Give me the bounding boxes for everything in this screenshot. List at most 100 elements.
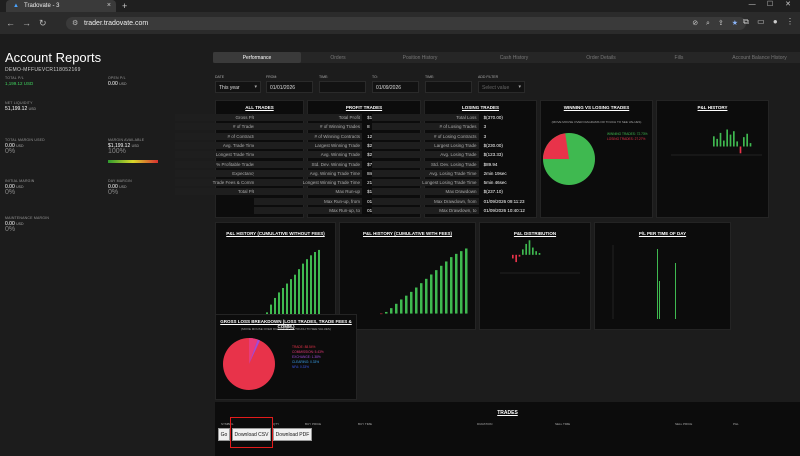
chart-bar: [278, 292, 280, 319]
go-button[interactable]: Go: [218, 428, 230, 441]
chart-bar: [739, 146, 742, 154]
stat-label: # of Winning Contracts: [254, 132, 362, 140]
chart-bar: [522, 249, 524, 255]
chart-bar: [746, 133, 748, 147]
pie-slice-exchange[interactable]: [249, 339, 260, 365]
win-vs-lose-title: WINNING VS LOSING TRADES: [563, 105, 630, 110]
from-date-input[interactable]: 01/01/2026: [266, 81, 313, 93]
tab-performance[interactable]: Performance: [213, 52, 301, 63]
total-pl-value: 1,199.12 USD: [5, 81, 34, 86]
profile-icon[interactable]: ●: [772, 17, 778, 26]
eye-off-icon[interactable]: ⊘: [692, 20, 699, 27]
date-select[interactable]: This year ▾: [215, 81, 261, 93]
gross-loss-hint: (MOVE MOUSE OVER DIAGRAMS OR TOUCH TO SE…: [241, 327, 331, 331]
stat-row: Avg. Losing Trade $(123.33): [371, 151, 534, 159]
chart-bar: [749, 143, 752, 147]
zoom-icon[interactable]: ⌕: [706, 20, 710, 27]
stat-value: 5min 46sec: [483, 180, 507, 186]
col-pl[interactable]: P&L: [733, 422, 739, 426]
gross-loss-legend-item: COMMISSION: 5.43%: [292, 350, 324, 354]
to-time-input[interactable]: [425, 81, 472, 93]
chart-bar: [518, 254, 521, 257]
tab-fills[interactable]: Fills: [674, 55, 684, 61]
close-tab-icon[interactable]: ×: [106, 2, 111, 9]
stat-label: Longest Trade Time: [174, 151, 258, 159]
download-pdf-button[interactable]: Download PDF: [273, 428, 312, 441]
pie-slice-commission[interactable]: [249, 338, 258, 364]
tab-orders[interactable]: Orders: [330, 55, 346, 61]
total-margin-used-value: 0.00 USD: [5, 143, 24, 149]
gross-loss-legend-item: TRADE: 88.54%: [292, 345, 316, 349]
stat-label: Max Run-up, to: [254, 207, 362, 214]
add-filter-select[interactable]: Select value ▾: [478, 81, 525, 93]
close-window-icon[interactable]: ✕: [785, 1, 791, 8]
chart-bar: [719, 132, 722, 147]
col-buy-time[interactable]: BUY TIME: [358, 422, 373, 426]
col-duration[interactable]: DURATION: [477, 422, 493, 426]
chart-bar: [306, 259, 308, 319]
stat-value: $(237.10): [483, 189, 503, 195]
col-buy-price[interactable]: BUY PRICE: [305, 422, 322, 426]
gross-loss-pie[interactable]: [216, 315, 358, 401]
site-info-icon[interactable]: ⚙: [72, 20, 79, 27]
margin-available-label: MARGIN AVAILABLE: [108, 138, 145, 142]
download-csv-button[interactable]: Download CSV: [232, 428, 271, 441]
cum-with-fees-chart[interactable]: [340, 223, 477, 331]
browser-tabbar: ▲ Tradovate - 3 × + — ☐ ✕: [0, 0, 800, 12]
stat-value: 3: [483, 124, 487, 130]
to-date-input[interactable]: 01/09/2026: [372, 81, 419, 93]
col-symbol[interactable]: SYMBOL: [221, 422, 234, 426]
browser-toolbar: ← → ↻ ⚙ trader.tradovate.com ⊘ ⌕ ⇪ ★ ⧉ ▭…: [0, 12, 800, 34]
tab-cash-history[interactable]: Cash History: [499, 55, 529, 61]
address-bar[interactable]: ⚙ trader.tradovate.com ⊘ ⌕ ⇪ ★: [66, 17, 746, 30]
stat-label: # of Contracts: [174, 132, 258, 140]
stat-row: Longest Losing Trade Time 5min 46sec: [371, 179, 534, 187]
bookmark-star-icon[interactable]: ★: [731, 20, 738, 27]
window-controls: — ☐ ✕: [744, 0, 796, 8]
win-vs-lose-pie[interactable]: [541, 101, 654, 219]
chart-bar: [736, 141, 738, 147]
extensions-icon[interactable]: ⧉: [743, 17, 749, 26]
stat-label: # of Winning Trades: [254, 123, 362, 131]
from-time-input[interactable]: [319, 81, 366, 93]
chart-bar: [743, 137, 745, 147]
col-sell-time[interactable]: SELL TIME: [555, 422, 571, 426]
tab-account-balance-history[interactable]: Account Balance History: [732, 55, 787, 61]
cum-without-fees-chart[interactable]: [216, 223, 337, 331]
chart-bar: [294, 274, 296, 319]
pl-time-of-day-chart[interactable]: [595, 223, 732, 331]
chart-bar: [400, 299, 403, 314]
forward-icon[interactable]: →: [22, 18, 31, 28]
pl-history-chart[interactable]: [657, 101, 770, 219]
chart-bar: [515, 254, 517, 263]
sidebar-icon[interactable]: ▭: [757, 17, 765, 26]
stat-value: $(123.33): [483, 152, 503, 158]
chart-bar: [286, 283, 288, 319]
share-icon[interactable]: ⇪: [717, 20, 724, 27]
chart-bar: [723, 140, 725, 147]
back-icon[interactable]: ←: [6, 18, 15, 28]
stat-label: Max Run-up: [254, 188, 362, 196]
menu-icon[interactable]: ⋮: [786, 17, 794, 26]
profit-trades-title: PROFIT TRADES: [345, 105, 383, 110]
maximize-icon[interactable]: ☐: [766, 1, 774, 8]
win-vs-lose-hint: (MOVE MOUSE OVER DIAGRAMS OR TOUCH TO SE…: [551, 120, 642, 124]
pl-distribution-chart[interactable]: [480, 223, 592, 331]
minimize-icon[interactable]: —: [748, 1, 756, 8]
col-qty[interactable]: QTY: [273, 422, 280, 426]
add-filter-label: ADD FILTER: [478, 75, 499, 79]
reload-icon[interactable]: ↻: [39, 18, 47, 28]
col-sell-price[interactable]: SELL PRICE: [675, 422, 693, 426]
tab-order-details[interactable]: Order Details: [586, 55, 616, 61]
account-id[interactable]: DEMO-MFFUEVCR118052169: [5, 67, 81, 73]
total-margin-used-label: TOTAL MARGIN USED: [5, 138, 45, 142]
new-tab-icon[interactable]: +: [122, 1, 128, 11]
chart-bar: [282, 287, 284, 319]
chart-bar: [274, 297, 276, 319]
pie-slice-losing[interactable]: [543, 133, 569, 159]
page-title: Account Reports: [5, 50, 102, 65]
browser-tab[interactable]: ▲ Tradovate - 3 ×: [6, 0, 116, 12]
cum-with-fees-panel: P&L HISTORY (CUMULATIVE WITH FEES): [339, 222, 476, 330]
stat-label: # of Trades: [174, 123, 258, 131]
tab-position-history[interactable]: Position History: [402, 55, 438, 61]
